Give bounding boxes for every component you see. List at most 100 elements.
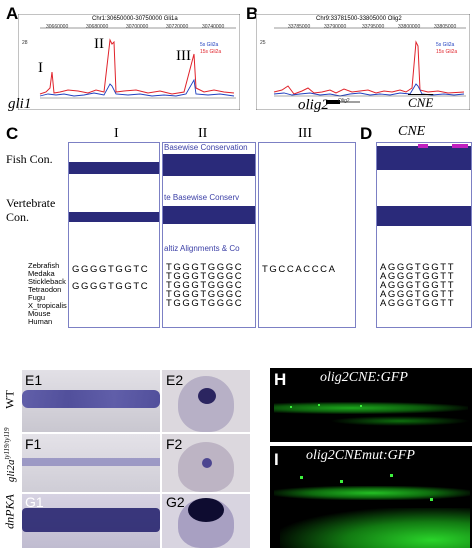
panel-d-title: CNE <box>398 124 426 139</box>
panel-b-legend-15s: 15s Gli2a <box>436 49 458 55</box>
panel-a-tick-1: 30660000 <box>46 24 69 30</box>
micrograph-e2 <box>162 370 250 432</box>
micrograph-e1 <box>22 370 160 432</box>
col-i-vert-track <box>69 212 159 222</box>
panel-a-ymax: 28 <box>22 40 28 46</box>
panel-i-title: olig2CNEmut:GFP <box>306 448 415 463</box>
panel-h-title: olig2CNE:GFP <box>320 370 408 385</box>
micrograph-h <box>270 368 472 442</box>
col-i-fish-track <box>69 162 159 174</box>
col-ii-frame <box>162 142 256 328</box>
row-label-wt: WT <box>2 390 17 409</box>
panel-c-letter: C <box>6 124 19 143</box>
species-medaka: Medaka <box>28 269 55 278</box>
col-iii-seq-1: TGCCACCCA <box>262 264 337 275</box>
panel-d-seq-5: AGGGTGGTT <box>380 298 456 309</box>
panel-d-seq-2: AGGGTGGTT <box>380 271 456 282</box>
label-g2: G2 <box>166 494 185 510</box>
col-ii-header-2: te Basewise Conserv <box>164 193 240 202</box>
panel-a-header: Chr1:30650000-30750000 Gli1a <box>92 16 178 22</box>
panel-i-letter: I <box>274 450 279 469</box>
species-zebrafish: Zebrafish <box>28 261 60 270</box>
species-human: Human <box>28 317 53 326</box>
panel-b-tick-5: 33805000 <box>434 24 457 30</box>
track-label-vertebrate: Vertebrate Con. <box>6 196 56 224</box>
micrograph-f2 <box>162 434 250 492</box>
col-ii-header-1: Basewise Conservation <box>164 143 248 152</box>
panel-b-chip-seq-plot <box>256 14 470 110</box>
micrograph-g2 <box>162 494 250 548</box>
panel-d-fish-track <box>377 146 471 170</box>
micrograph-g1 <box>22 494 160 548</box>
col-label-ii: II <box>198 126 208 141</box>
track-label-fish: Fish Con. <box>6 152 53 166</box>
col-i-frame <box>68 142 160 328</box>
panel-a-peak-iii: III <box>176 48 191 64</box>
col-ii-fish-track <box>163 154 255 176</box>
col-i-seq-zebrafish: GGGGTGGTC <box>72 264 150 275</box>
panel-d-seq-4: AGGGTGGTT <box>380 289 456 300</box>
panel-b-legend-5s: 5s Gli2a <box>436 42 455 48</box>
col-label-i: I <box>114 126 119 141</box>
col-ii-seq-4: TGGGTGGGC <box>166 289 244 300</box>
col-iii-frame <box>258 142 356 328</box>
label-f2: F2 <box>166 436 183 452</box>
panel-b-series-5s <box>273 83 465 97</box>
species-mouse: Mouse <box>28 309 51 318</box>
label-e2: E2 <box>166 372 184 388</box>
col-i-seq-stickleback: GGGGTGGTC <box>72 281 150 292</box>
panel-a-chip-seq-plot <box>18 14 240 110</box>
species-tetraodon: Tetraodon <box>28 285 62 294</box>
panel-b-gene-label: olig2 <box>298 97 329 113</box>
panel-d-frame <box>376 142 472 328</box>
col-ii-seq-2: TGGGTGGGC <box>166 271 244 282</box>
col-ii-seq-3: TGGGTGGGC <box>166 280 244 291</box>
panel-d-seq-1: AGGGTGGTT <box>380 262 456 273</box>
panel-b-header: Chr9:33781500-33805000 Olig2 <box>316 16 402 22</box>
panel-a-letter: A <box>6 4 19 23</box>
panel-b-tick-2: 33790000 <box>324 24 347 30</box>
row-label-gli2a: gli2aty119/ty119 <box>3 415 17 495</box>
col-ii-seq-1: TGGGTGGGC <box>166 262 244 273</box>
panel-a-peak-i: I <box>38 60 43 76</box>
col-ii-header-3: altiz Alignments & Co <box>164 244 240 253</box>
col-ii-vert-track <box>163 206 255 224</box>
species-x-tropicalis: X_tropicalis <box>28 301 67 310</box>
species-stickleback: Stickleback <box>28 277 66 286</box>
panel-d-highlight-2 <box>452 144 468 148</box>
panel-b-series-15s <box>273 40 465 95</box>
panel-a-legend-15s: 15s Gli2a <box>200 49 222 55</box>
panel-a-tick-5: 30740000 <box>202 24 225 30</box>
panel-a-tick-2: 30680000 <box>86 24 109 30</box>
panel-b-ymax: 25 <box>260 40 266 46</box>
panel-b-gene-track-label: Olig2 <box>338 98 350 104</box>
panel-a-tick-3: 30700000 <box>126 24 149 30</box>
micrograph-i <box>270 446 472 548</box>
panel-b-tick-3: 33795000 <box>362 24 385 30</box>
row-label-dnpka: dnPKA <box>2 494 17 529</box>
panel-a-gene-label: gli1 <box>8 96 32 112</box>
row-label-gli2a-text: gli2a <box>4 459 17 483</box>
col-ii-seq-5: TGGGTGGGC <box>166 298 244 309</box>
panel-b-tick-4: 33800000 <box>398 24 421 30</box>
panel-b-gene-track <box>326 100 340 104</box>
col-label-iii: III <box>298 126 312 141</box>
panel-a-peak-ii: II <box>94 36 104 52</box>
panel-b-letter: B <box>246 4 259 23</box>
panel-a-legend-5s: 5s Gli2a <box>200 42 219 48</box>
panel-h-letter: H <box>274 370 287 389</box>
row-label-gli2a-sup: ty119/ty119 <box>3 427 12 460</box>
panel-a-tick-4: 30720000 <box>166 24 189 30</box>
panel-d-highlight-1 <box>418 144 428 148</box>
label-g1: G1 <box>25 494 44 510</box>
panel-b-tick-1: 33785000 <box>288 24 311 30</box>
panel-a-series-5s <box>39 78 235 97</box>
label-e1: E1 <box>25 372 43 388</box>
species-fugu: Fugu <box>28 293 46 302</box>
panel-b-cne-label: CNE <box>408 95 434 110</box>
micrograph-f1 <box>22 434 160 492</box>
panel-d-letter: D <box>360 124 373 143</box>
panel-a-series-15s <box>39 38 235 95</box>
panel-d-seq-3: AGGGTGGTT <box>380 280 456 291</box>
panel-d-vert-track <box>377 206 471 226</box>
